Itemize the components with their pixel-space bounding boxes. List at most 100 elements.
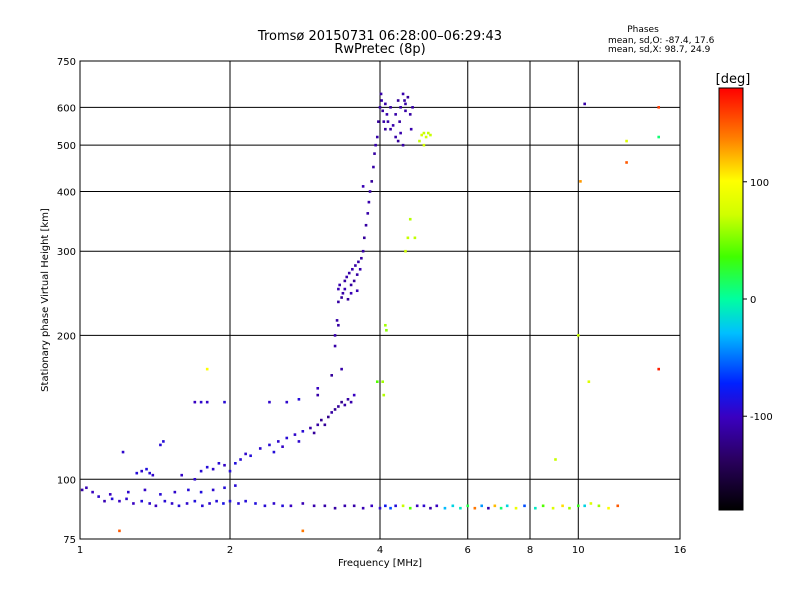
data-point [384,102,387,106]
x-tick-label: 1 [77,545,83,556]
data-point [316,423,320,427]
data-point [373,152,376,155]
data-point [352,393,356,397]
data-point [349,400,353,404]
data-point [301,430,305,433]
data-point [281,504,284,508]
data-point [382,393,386,397]
data-point [378,506,382,510]
data-point [487,506,490,510]
data-point [408,217,412,221]
data-point [459,506,462,510]
data-point [523,504,526,508]
data-point [429,506,432,510]
data-point [426,131,430,135]
data-point [330,374,334,377]
data-point [493,504,497,508]
data-point [589,502,593,505]
x-tick-label: 4 [377,545,383,556]
data-point [597,504,601,508]
data-point [541,504,545,508]
data-point [140,469,144,473]
data-point [583,102,586,106]
data-point [379,92,383,96]
data-point [579,180,582,183]
data-point [404,109,407,113]
data-point [223,400,226,404]
x-tick-labels: 1 2 4 6 8 10 16 [77,545,687,556]
data-point [337,405,340,408]
data-point [297,440,301,443]
data-point [401,504,405,508]
data-point [323,423,327,427]
y-tick-label: 100 [57,475,76,486]
y-tick-label: 600 [57,103,76,114]
y-tick-label: 200 [57,331,76,342]
data-point [357,260,360,264]
data-point [403,99,406,102]
data-point [85,486,88,490]
y-tick-label: 400 [57,187,76,198]
data-point [154,504,158,508]
data-point [473,506,477,510]
data-point [360,256,363,260]
data-point [443,506,447,510]
x-axis-label: Frequency [MHz] [338,558,422,569]
data-point [293,433,297,436]
data-points [80,92,660,533]
data-point [394,113,397,116]
data-point [108,493,112,496]
data-point [205,367,209,371]
data-point [223,486,226,490]
data-point [534,506,537,510]
data-point [333,344,337,348]
data-point [422,131,426,135]
data-point [333,506,337,510]
data-point [316,393,320,397]
data-point [352,279,356,283]
y-tick-label: 750 [57,57,76,68]
phases-legend-title: Phases [627,25,659,35]
data-point [140,499,144,503]
data-point [514,506,518,510]
data-point [173,490,177,494]
data-point [276,440,280,443]
data-point [343,279,347,283]
data-point [121,450,125,454]
data-point [346,297,350,301]
data-point [384,127,387,131]
data-point [480,504,484,508]
data-point [222,502,225,505]
data-point [343,504,347,508]
data-point [378,106,382,109]
data-point [382,120,386,123]
data-point [312,431,316,435]
data-point [143,488,147,492]
data-point [180,473,184,477]
data-point [368,190,372,193]
data-point [561,504,564,508]
phases-o-stats: mean, sd,O: -87.4, 17.6 [608,36,715,46]
data-point [404,102,407,106]
data-point [148,471,152,475]
data-point [381,109,384,113]
data-point [409,127,413,131]
data-point [435,504,439,508]
data-point [505,504,509,508]
data-point [422,504,426,508]
data-point [145,467,148,471]
data-point [234,484,237,487]
data-point [355,289,359,293]
data-point [205,465,209,469]
data-point [367,200,371,204]
data-point [254,502,257,505]
data-point [211,467,215,471]
data-point [268,400,271,404]
data-point [97,495,100,498]
data-point [80,488,84,492]
data-point [118,529,121,533]
data-point [625,139,628,143]
data-point [384,323,387,327]
data-point [361,185,365,188]
data-point [289,504,293,508]
